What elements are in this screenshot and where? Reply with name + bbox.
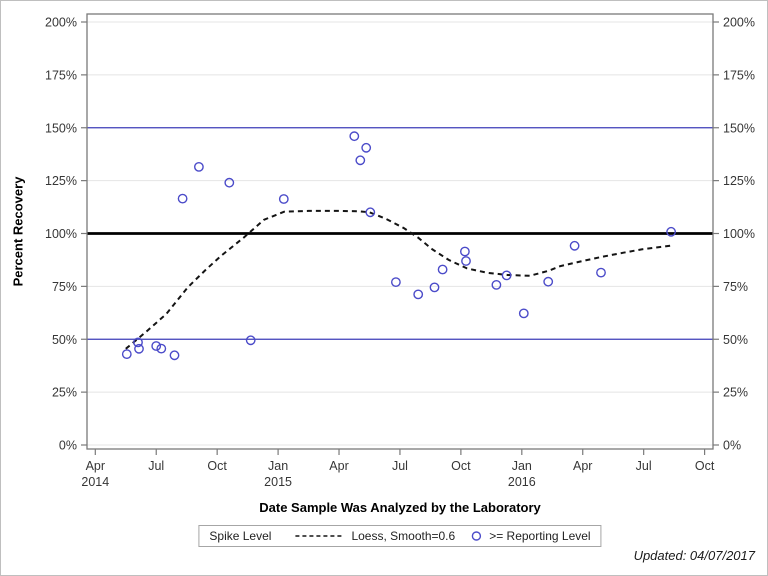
x-tick-label: Jan	[268, 459, 288, 473]
data-point	[569, 240, 580, 251]
y-tick-label: 75%	[723, 280, 748, 294]
data-point	[121, 349, 132, 359]
x-axis-title: Date Sample Was Analyzed by the Laborato…	[259, 500, 541, 515]
data-point	[156, 343, 167, 354]
y-axis-title: Percent Recovery	[5, 14, 31, 449]
y-tick-label: 100%	[45, 227, 77, 241]
x-tick-label: Jul	[636, 459, 652, 473]
y-axis-title-text: Percent Recovery	[10, 176, 26, 287]
legend-title: Spike Level	[209, 529, 272, 543]
data-point	[518, 308, 529, 319]
data-point	[596, 267, 606, 278]
data-point	[151, 341, 162, 351]
data-point	[133, 337, 143, 348]
y-tick-label: 25%	[723, 386, 748, 400]
legend-item-reporting: >= Reporting Level	[489, 529, 591, 543]
data-point	[461, 256, 471, 266]
x-tick-label: Oct	[207, 459, 227, 473]
legend: Spike Level Loess, Smooth=0.6 >= Reporti…	[198, 525, 602, 547]
data-point	[501, 270, 512, 281]
data-point	[666, 226, 676, 237]
y-tick-label: 200%	[45, 16, 77, 30]
data-point	[429, 282, 440, 293]
loess-curve	[125, 209, 672, 350]
open-circle-icon	[471, 531, 481, 541]
y-tick-label: 125%	[45, 174, 77, 188]
data-point	[245, 335, 256, 346]
y-tick-label: 125%	[723, 174, 755, 188]
x-tick-year-label: 2014	[81, 475, 109, 489]
y-tick-label: 175%	[45, 68, 77, 82]
plot-frame	[86, 13, 714, 450]
data-point	[349, 131, 360, 142]
y-tick-label: 150%	[45, 121, 77, 135]
x-tick-label: Apr	[86, 459, 105, 473]
data-point	[459, 246, 470, 257]
x-tick-label: Apr	[573, 459, 592, 473]
x-tick-label: Oct	[695, 459, 715, 473]
y-tick-label: 100%	[723, 227, 755, 241]
x-tick-year-label: 2015	[264, 475, 292, 489]
legend-item-loess: Loess, Smooth=0.6	[351, 529, 456, 543]
y-tick-label: 25%	[52, 386, 77, 400]
data-point	[278, 194, 289, 204]
data-point	[169, 350, 180, 361]
x-tick-label: Jul	[392, 459, 408, 473]
dashed-line-icon	[295, 535, 344, 537]
updated-note: Updated: 04/07/2017	[633, 548, 755, 563]
data-point	[390, 277, 401, 287]
data-point	[177, 193, 188, 204]
data-point	[543, 276, 554, 287]
y-tick-label: 150%	[723, 121, 755, 135]
plot-area: 0% 0% 25% 25% 50% 50% 75% 75% 100% 100% 125% 125% 15…	[45, 13, 755, 489]
data-point	[491, 279, 502, 290]
data-point	[361, 142, 372, 153]
data-point	[355, 155, 366, 166]
data-point	[365, 207, 376, 218]
x-tick-label: Jul	[148, 459, 164, 473]
x-tick-label: Apr	[329, 459, 348, 473]
x-tick-label: Jan	[512, 459, 532, 473]
y-tick-label: 200%	[723, 16, 755, 30]
x-tick-label: Oct	[451, 459, 471, 473]
data-point	[193, 161, 204, 172]
y-tick-label: 0%	[723, 439, 741, 453]
data-point	[413, 289, 424, 300]
data-point	[224, 177, 235, 188]
y-tick-label: 50%	[723, 333, 748, 347]
data-point	[437, 264, 448, 275]
y-tick-label: 50%	[52, 333, 77, 347]
x-tick-year-label: 2016	[508, 475, 536, 489]
y-tick-label: 175%	[723, 68, 755, 82]
data-point	[134, 343, 144, 354]
y-tick-label: 0%	[59, 439, 77, 453]
y-tick-label: 75%	[52, 280, 77, 294]
